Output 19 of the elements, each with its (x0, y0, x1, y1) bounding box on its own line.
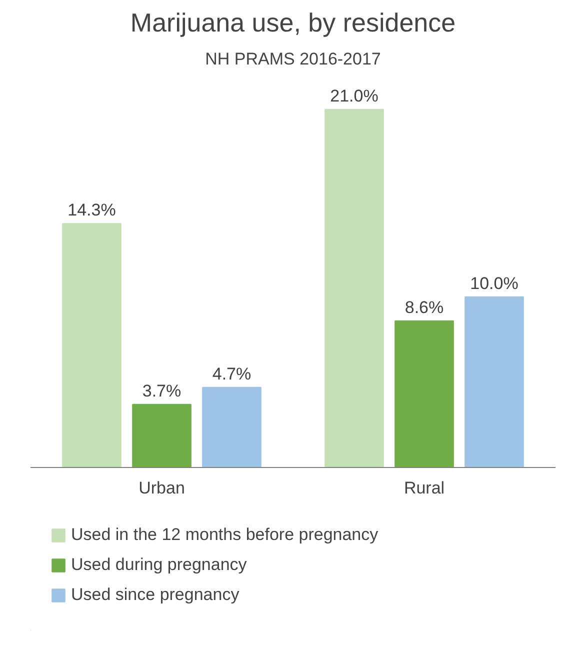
data-label: 14.3% (68, 200, 116, 220)
chart-title: Marijuana use, by residence (130, 8, 456, 38)
data-label: 8.6% (404, 298, 444, 317)
bar (464, 296, 524, 468)
bar (394, 320, 454, 468)
bar (324, 108, 384, 468)
data-label: 21.0% (330, 86, 378, 106)
bar (202, 386, 262, 468)
legend-label: Used since pregnancy (71, 585, 240, 605)
data-label: 3.7% (142, 381, 182, 400)
data-label: 10.0% (470, 274, 518, 293)
legend-label: Used in the 12 months before pregnancy (71, 525, 378, 545)
bar (132, 404, 192, 468)
chart-subtitle: NH PRAMS 2016-2017 (205, 50, 381, 68)
bar (62, 223, 122, 468)
data-label: 4.7% (212, 364, 252, 384)
x-tick-label: Urban (138, 478, 185, 498)
legend-label: Used during pregnancy (71, 555, 247, 575)
x-tick-label: Rural (404, 478, 445, 498)
